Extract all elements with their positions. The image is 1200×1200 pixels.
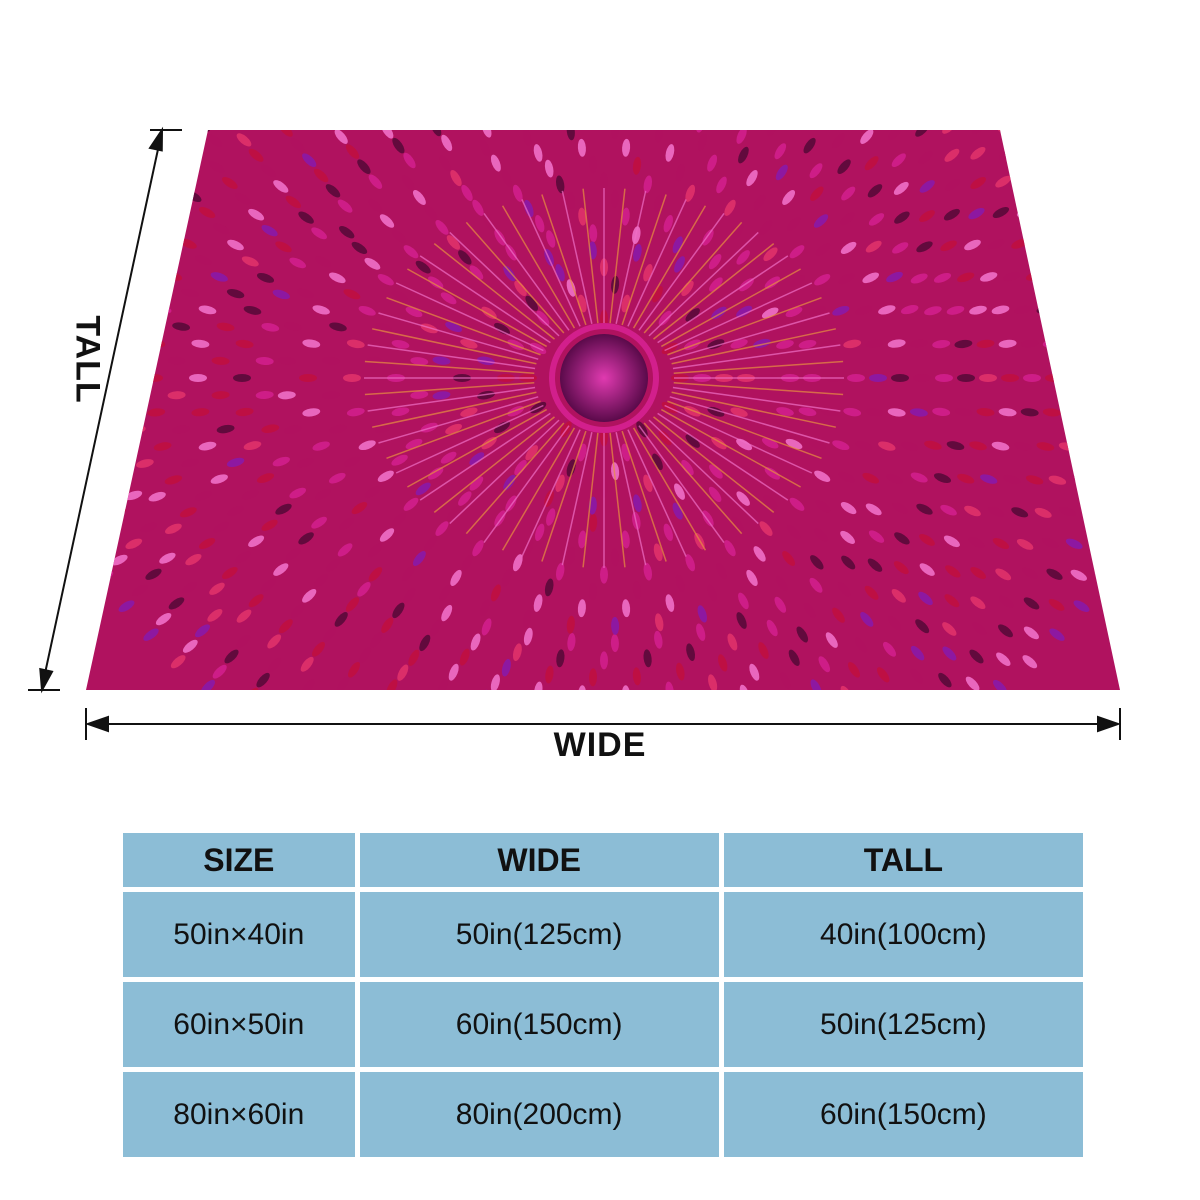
header-size: SIZE [123, 833, 355, 887]
wide-cell: 80in(200cm) [359, 1072, 719, 1157]
tall-label: TALL [68, 315, 107, 404]
table-row: 80in×60in 80in(200cm) 60in(150cm) [123, 1072, 1083, 1157]
size-table-header: SIZE WIDE TALL [123, 833, 1083, 887]
table-row: 60in×50in 60in(150cm) 50in(125cm) [123, 982, 1083, 1067]
header-tall: TALL [723, 833, 1083, 887]
size-cell: 60in×50in [123, 982, 355, 1067]
blanket-image [86, 130, 1120, 690]
size-cell: 80in×60in [123, 1072, 355, 1157]
wide-label: WIDE [553, 726, 647, 764]
tall-cell: 60in(150cm) [723, 1072, 1083, 1157]
table-row: 50in×40in 50in(125cm) 40in(100cm) [123, 892, 1083, 977]
wide-cell: 60in(150cm) [359, 982, 719, 1067]
header-wide: WIDE [359, 833, 719, 887]
wide-cell: 50in(125cm) [359, 892, 719, 977]
tall-cell: 50in(125cm) [723, 982, 1083, 1067]
tall-dimension-arrow [28, 126, 182, 694]
size-table: SIZE WIDE TALL 50in×40in 50in(125cm) 40i… [118, 828, 1088, 1162]
tall-cell: 40in(100cm) [723, 892, 1083, 977]
size-cell: 50in×40in [123, 892, 355, 977]
wide-dimension-arrow [84, 708, 1122, 740]
